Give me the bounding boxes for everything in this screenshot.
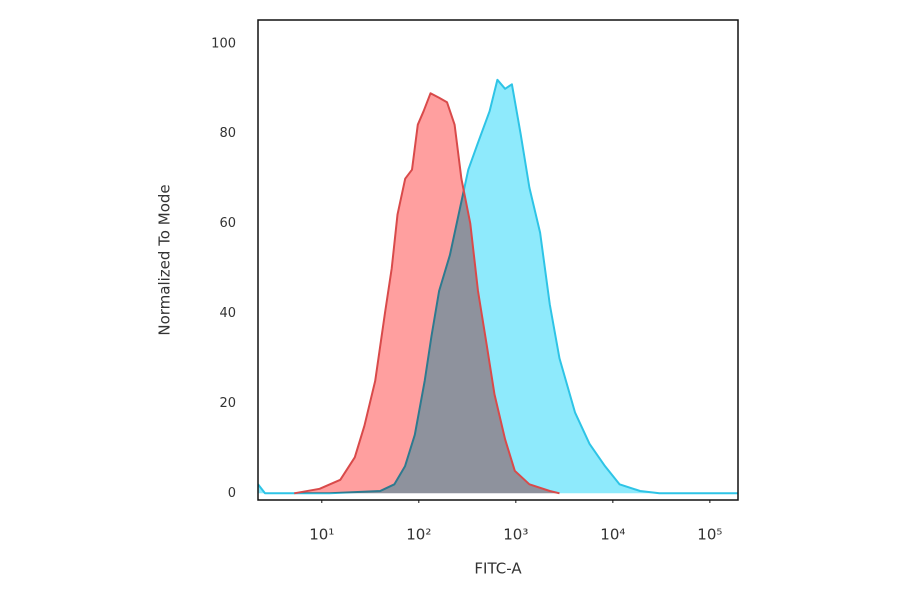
x-axis-label: FITC-A xyxy=(474,560,522,578)
y-tick-label: 40 xyxy=(219,306,236,321)
y-axis-label: Normalized To Mode xyxy=(156,184,174,335)
y-tick-label: 60 xyxy=(219,216,236,231)
histogram-line xyxy=(294,92,560,495)
x-tick-label: 10² xyxy=(406,526,431,544)
y-tick-label: 20 xyxy=(219,396,236,411)
plot-frame xyxy=(257,19,739,501)
y-tick-label: 80 xyxy=(219,126,236,141)
x-tick-label: 10³ xyxy=(503,526,528,544)
x-tick-label: 10¹ xyxy=(309,526,334,544)
area-fill xyxy=(294,93,560,494)
y-tick-label: 0 xyxy=(228,486,236,501)
x-tick-label: 10⁵ xyxy=(697,526,722,544)
x-tick-label: 10⁴ xyxy=(600,526,625,544)
y-tick-label: 100 xyxy=(211,36,236,51)
area-fill xyxy=(258,79,738,494)
